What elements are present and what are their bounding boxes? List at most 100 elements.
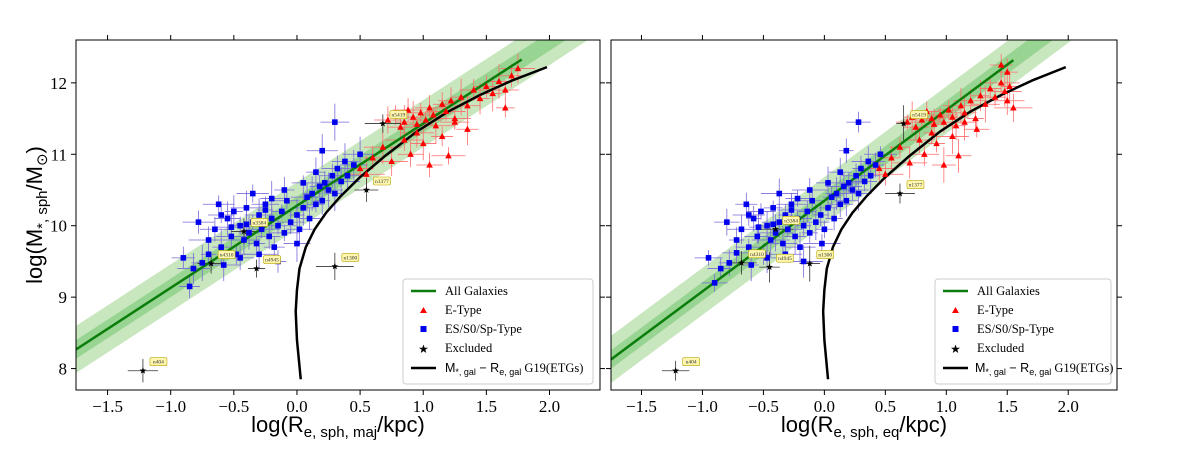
- e-type-point: [397, 123, 404, 130]
- e-type-point: [949, 132, 956, 140]
- x-tick-label: 2.0: [1058, 397, 1079, 416]
- galaxy-tag-box: [682, 357, 700, 367]
- es-type-point: [275, 222, 281, 229]
- e-type-point: [413, 129, 421, 136]
- es-type-point: [825, 180, 831, 186]
- es-type-point: [782, 212, 789, 218]
- galaxy-tag-label: n4945: [778, 256, 792, 262]
- legend-excluded-marker: [951, 344, 960, 353]
- es-type-point: [296, 226, 303, 233]
- es-type-point: [877, 151, 884, 158]
- e-type-point: [417, 109, 425, 116]
- galaxy-tag-label: n404: [153, 360, 164, 366]
- excluded-point: [379, 119, 387, 127]
- es-type-point: [806, 230, 813, 236]
- es-type-point: [828, 194, 835, 200]
- es-type-point: [246, 230, 252, 236]
- right-legend-box: [934, 278, 1112, 385]
- e-type-point: [940, 118, 948, 125]
- e-type-point: [369, 154, 377, 161]
- e-type-point: [356, 164, 364, 172]
- e-type-point: [940, 161, 948, 168]
- legend-g19-label: M*, gal − Re, gal G19(ETGs): [975, 361, 1113, 377]
- x-tick-label: 1.5: [997, 397, 1018, 416]
- es-type-point: [711, 280, 718, 286]
- e-type-point: [457, 93, 465, 100]
- es-type-point: [717, 265, 724, 272]
- es-type-point: [241, 237, 247, 243]
- es-type-point: [780, 240, 786, 247]
- es-type-point: [321, 180, 328, 186]
- es-type-point: [319, 197, 326, 204]
- galaxy-tag-box: [217, 250, 236, 259]
- es-type-point: [253, 240, 260, 247]
- es-type-point: [754, 233, 761, 240]
- e-type-point: [997, 61, 1005, 68]
- e-type-point: [912, 123, 920, 130]
- left-plot-frame: [75, 39, 601, 391]
- y-tick-label: 11: [51, 145, 67, 164]
- y-tick-label: 8: [59, 360, 68, 379]
- galaxy-tag: n404: [149, 357, 168, 367]
- e-type-point: [407, 150, 414, 157]
- left-legend: All Galaxies E-Type ES/S0/Sp-Type Exclud…: [402, 278, 594, 385]
- legend-e-type-label: E-Type: [445, 303, 482, 317]
- es-type-point: [220, 262, 227, 268]
- es-type-point: [833, 190, 840, 197]
- es-type-point: [300, 205, 307, 211]
- x-tick-label: −0.5: [748, 397, 779, 416]
- es-type-point: [332, 190, 338, 197]
- legend-all-galaxies-label: All Galaxies: [977, 284, 1040, 298]
- es-type-point: [199, 260, 206, 266]
- galaxy-tag-label: n5419: [912, 113, 926, 119]
- es-type-point: [231, 208, 237, 215]
- es-type-point: [784, 226, 791, 233]
- es-type-point: [262, 207, 269, 213]
- es-type-point: [212, 226, 218, 233]
- es-type-point: [233, 251, 240, 258]
- e-type-point: [426, 104, 433, 111]
- galaxy-tag-label: n5419: [391, 113, 405, 119]
- es-type-point: [342, 158, 348, 165]
- excluded-point: [896, 189, 904, 197]
- galaxy-tag: n4945: [263, 255, 281, 264]
- e-type-point: [986, 84, 994, 92]
- es-type-point: [797, 244, 803, 250]
- galaxy-tag: n1300: [341, 253, 360, 262]
- galaxy-tag-box: [816, 250, 835, 259]
- e-type-point: [483, 82, 490, 90]
- es-type-point: [837, 169, 844, 175]
- es-type-point: [733, 250, 740, 256]
- galaxy-tag-box: [149, 357, 168, 367]
- es-type-point: [843, 147, 850, 154]
- e-type-point: [495, 77, 503, 85]
- es-type-point: [215, 201, 222, 208]
- es-type-point: [726, 260, 733, 266]
- x-tick-label: −1.5: [626, 397, 657, 416]
- es-type-point: [758, 208, 764, 215]
- excluded-point: [240, 227, 248, 235]
- legend-g19-label: M*, gal − Re, gal G19(ETGs): [445, 361, 583, 377]
- e-type-point: [470, 86, 478, 93]
- e-type-point: [957, 102, 965, 109]
- e-type-point: [502, 86, 509, 93]
- y-axis-label-sub: *, sph: [34, 190, 51, 228]
- es-type-point: [344, 172, 351, 179]
- galaxy-tag-label: n404: [686, 360, 697, 366]
- e-type-point: [930, 120, 938, 127]
- galaxy-tag-label: n3384: [253, 220, 267, 226]
- e-type-point: [442, 107, 450, 115]
- e-type-point: [1003, 68, 1011, 75]
- e-type-point: [882, 170, 889, 177]
- es-type-point: [325, 187, 332, 193]
- es-type-point: [855, 190, 862, 197]
- legend-excluded-marker: [419, 344, 428, 353]
- es-type-point: [218, 244, 225, 250]
- e-type-point: [1003, 97, 1011, 104]
- e-type-point: [896, 143, 904, 150]
- es-type-point: [743, 201, 750, 208]
- e-type-point: [438, 100, 446, 107]
- es-type-point: [243, 221, 250, 228]
- x-tick-label: 0.5: [349, 397, 370, 416]
- es-type-point: [841, 183, 847, 190]
